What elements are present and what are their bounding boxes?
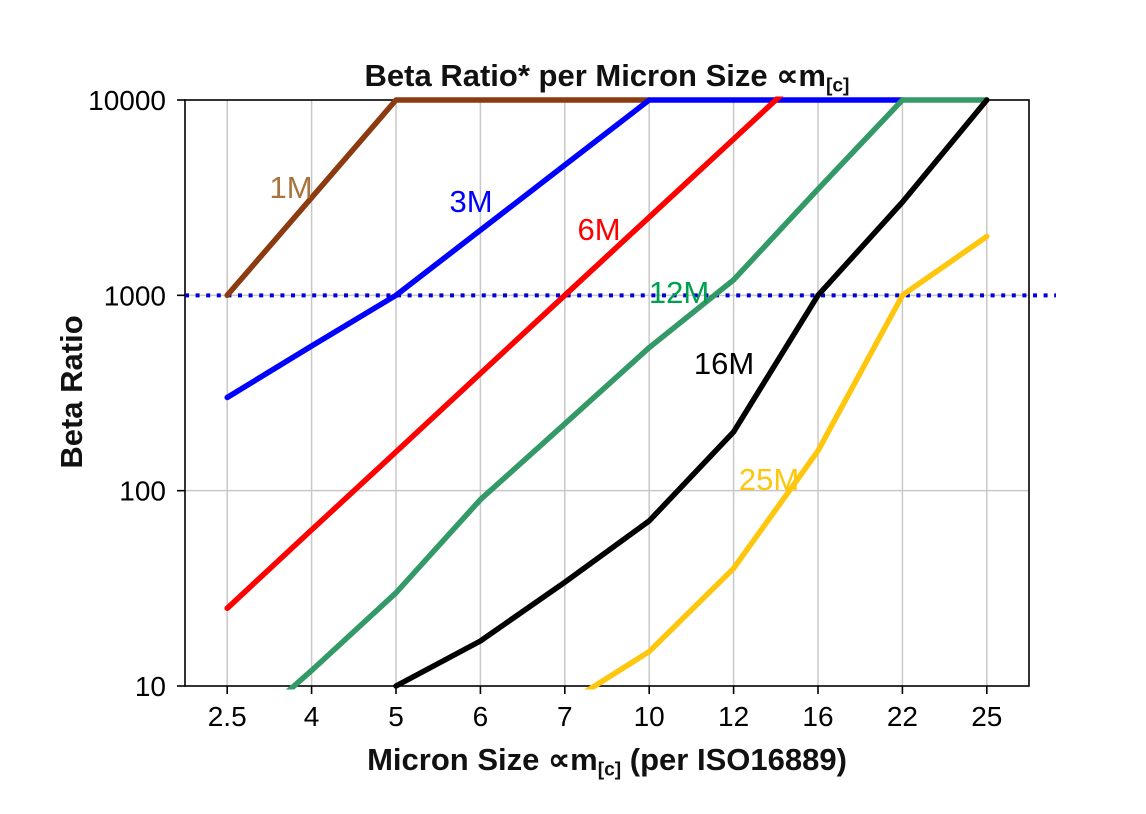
series-label-6M: 6M	[577, 212, 620, 247]
x-tick-label: 10	[634, 701, 665, 732]
x-tick-label: 16	[802, 701, 833, 732]
x-axis-title-text: Micron Size	[367, 742, 548, 777]
chart-title-subscript: [c]	[825, 75, 850, 97]
x-tick-label: 5	[388, 701, 404, 732]
series-label-12M: 12M	[649, 275, 709, 310]
x-axis-title: Micron Size ∝m[c] (per ISO16889)	[185, 742, 1029, 781]
x-tick-label: 6	[473, 701, 489, 732]
series-label-16M: 16M	[694, 346, 754, 381]
x-tick-label: 25	[971, 701, 1002, 732]
x-tick-label: 4	[304, 701, 320, 732]
y-tick-label: 10000	[88, 85, 166, 116]
x-axis-title-subscript: [c]	[597, 759, 622, 781]
chart-title-symbol: ∝m	[776, 58, 826, 93]
x-tick-label: 2.5	[208, 701, 247, 732]
y-tick-label: 1000	[104, 280, 166, 311]
series-line-1M	[224, 97, 652, 299]
series-line-25M	[584, 233, 990, 690]
chart-title-text: Beta Ratio* per Micron Size	[364, 58, 777, 93]
series-label-3M: 3M	[449, 184, 492, 219]
series-label-25M: 25M	[739, 462, 799, 497]
x-tick-label: 22	[887, 701, 918, 732]
series-line-12M	[285, 97, 990, 690]
series-line-3M	[224, 97, 906, 401]
series-label-1M: 1M	[269, 170, 312, 205]
x-axis-title-symbol: ∝m	[547, 742, 598, 777]
series-line-16M	[393, 97, 990, 689]
chart-title: Beta Ratio* per Micron Size ∝m[c]	[185, 58, 1029, 97]
series-line-6M	[224, 96, 784, 612]
x-tick-label: 7	[557, 701, 573, 732]
y-tick-label: 10	[135, 671, 166, 702]
y-tick-label: 100	[119, 476, 166, 507]
x-tick-label: 12	[718, 701, 749, 732]
x-axis-title-suffix: (per ISO16889)	[621, 742, 847, 777]
